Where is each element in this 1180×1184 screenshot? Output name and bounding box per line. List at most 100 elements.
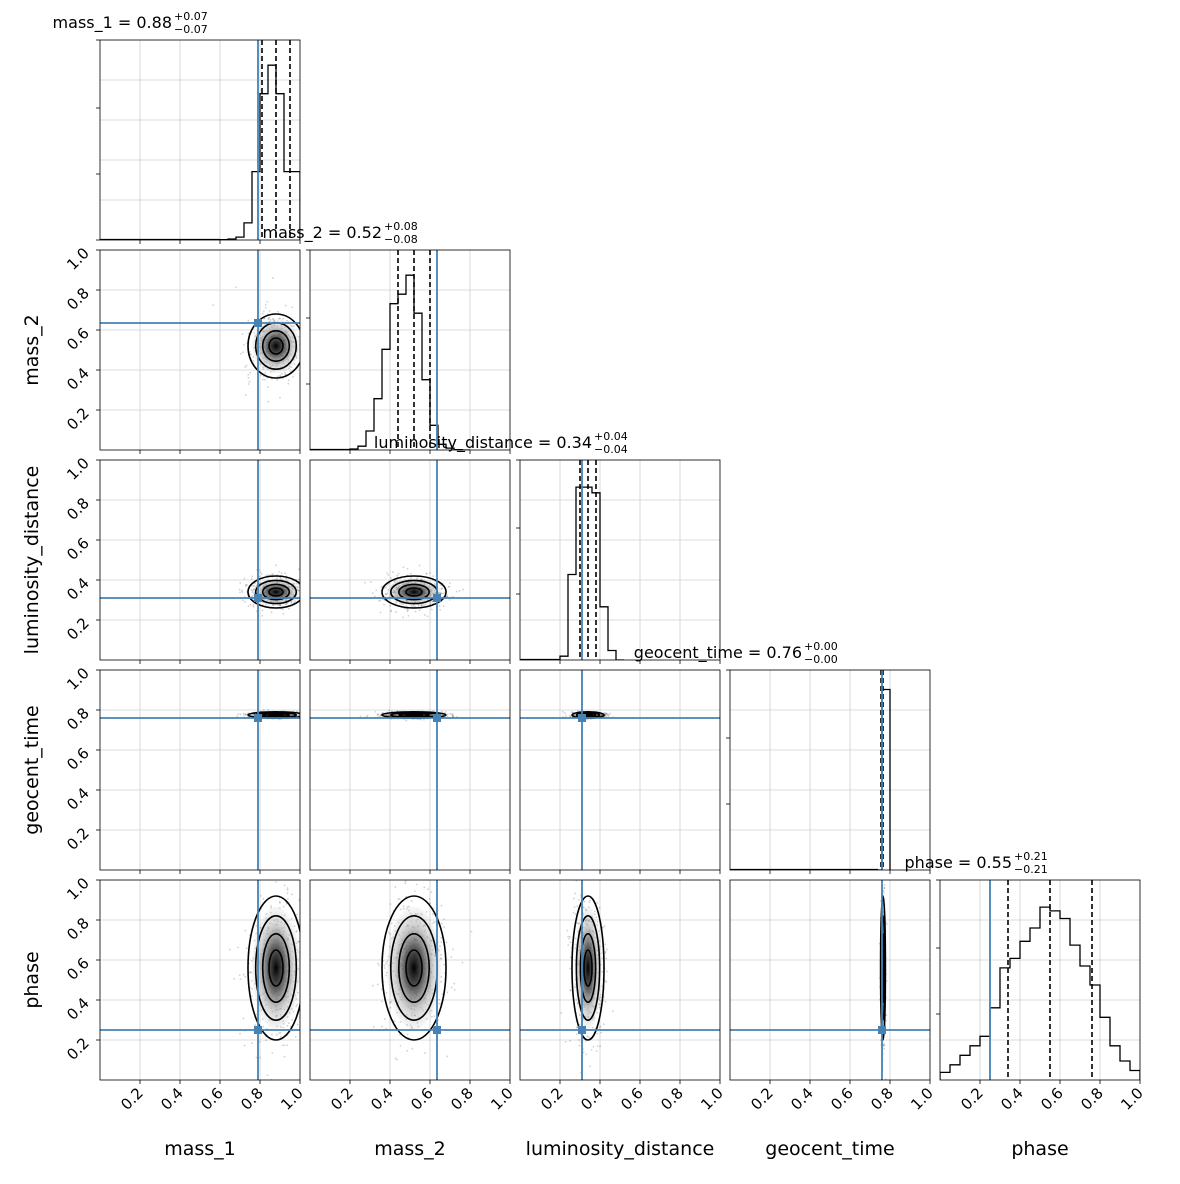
sample-point — [303, 921, 305, 923]
x-tick-label: 0.2 — [747, 1084, 777, 1114]
sample-point — [244, 713, 247, 716]
title-mass_2: mass_2 = 0.52 — [263, 223, 382, 243]
sample-point — [605, 980, 608, 983]
sample-point — [399, 834, 401, 836]
sample-point — [402, 908, 405, 910]
sample-point — [281, 1044, 284, 1047]
sample-point — [243, 1044, 246, 1047]
sample-point — [567, 944, 570, 947]
sample-point — [262, 1025, 265, 1028]
sample-point — [598, 1006, 601, 1009]
panel-4-1 — [310, 834, 510, 1080]
sample-point — [605, 712, 608, 715]
x-tick-label: 1.0 — [1117, 1084, 1147, 1114]
x-tick-label: 0.8 — [867, 1084, 897, 1114]
sample-point — [252, 605, 255, 608]
y-tick-label: 0.6 — [63, 324, 93, 354]
sample-point — [441, 713, 444, 716]
truth-marker — [578, 1026, 586, 1034]
sample-point — [291, 865, 293, 867]
sample-point — [599, 993, 602, 996]
sample-point — [296, 1023, 299, 1026]
sample-point — [302, 714, 304, 716]
sample-point — [237, 713, 240, 715]
sample-point — [395, 1058, 398, 1061]
sample-point — [405, 719, 408, 722]
sample-point — [388, 709, 391, 712]
sample-point — [446, 991, 449, 994]
sample-point — [295, 913, 298, 916]
sample-point — [373, 595, 376, 598]
sample-point — [303, 714, 305, 716]
sample-point — [438, 605, 441, 608]
sample-point — [258, 575, 261, 578]
sample-point — [302, 716, 304, 718]
sample-point — [586, 718, 589, 721]
sample-point — [253, 584, 255, 587]
x-tick-label: 0.4 — [997, 1084, 1027, 1114]
y-tick-label: 0.2 — [63, 824, 93, 854]
sample-point — [295, 929, 298, 932]
sample-point — [242, 351, 244, 354]
truth-marker — [878, 1026, 886, 1034]
sample-point — [423, 886, 426, 889]
sample-point — [428, 897, 431, 900]
sample-point — [249, 371, 252, 374]
sample-point — [568, 714, 571, 717]
sample-point — [606, 714, 608, 717]
sample-point — [386, 584, 389, 586]
title-upper-error: +0.07 — [174, 10, 208, 23]
sample-point — [882, 878, 884, 880]
sample-point — [286, 1044, 289, 1047]
sample-point — [605, 948, 608, 951]
sample-point — [301, 713, 303, 715]
sample-point — [407, 614, 410, 617]
sample-point — [443, 963, 445, 966]
title-lower-error: −0.04 — [594, 443, 628, 456]
sample-point — [376, 714, 379, 717]
sample-point — [303, 376, 305, 378]
sample-point — [278, 317, 280, 320]
sample-point — [292, 1010, 295, 1013]
sample-point — [385, 586, 388, 589]
sample-point — [359, 715, 362, 718]
sample-point — [267, 317, 270, 320]
x-axis-label-mass_1: mass_1 — [164, 1138, 236, 1160]
sample-point — [399, 842, 401, 844]
sample-point — [314, 595, 316, 597]
sample-point — [430, 608, 433, 611]
sample-point — [418, 609, 421, 612]
sample-point — [247, 605, 250, 608]
sample-point — [378, 599, 381, 602]
sample-point — [247, 383, 250, 385]
density-contour — [397, 583, 430, 601]
sample-point — [424, 1052, 426, 1055]
sample-point — [266, 300, 269, 303]
sample-point — [302, 717, 304, 719]
sample-point — [604, 980, 607, 982]
panel-frame — [729, 669, 931, 871]
title-lower-error: −0.21 — [1014, 863, 1048, 876]
sample-point — [308, 1013, 310, 1015]
sample-point — [302, 306, 304, 308]
y-tick-label: 1.0 — [63, 874, 93, 904]
sample-point — [297, 568, 300, 571]
sample-point — [366, 714, 369, 717]
sample-point — [298, 899, 300, 902]
panel-0-0 — [100, 40, 300, 240]
histogram-phase — [940, 906, 1140, 1080]
sample-point — [590, 1049, 593, 1051]
panel-frame — [99, 249, 301, 451]
sample-point — [402, 566, 405, 569]
sample-point — [251, 595, 254, 598]
sample-point — [302, 710, 304, 712]
sample-point — [289, 370, 292, 373]
density-contour — [405, 949, 423, 987]
sample-point — [279, 577, 282, 579]
sample-point — [278, 900, 281, 903]
sample-point — [453, 988, 456, 991]
panel-frame — [519, 879, 721, 1081]
sample-point — [302, 955, 304, 957]
sample-point — [259, 1056, 261, 1059]
